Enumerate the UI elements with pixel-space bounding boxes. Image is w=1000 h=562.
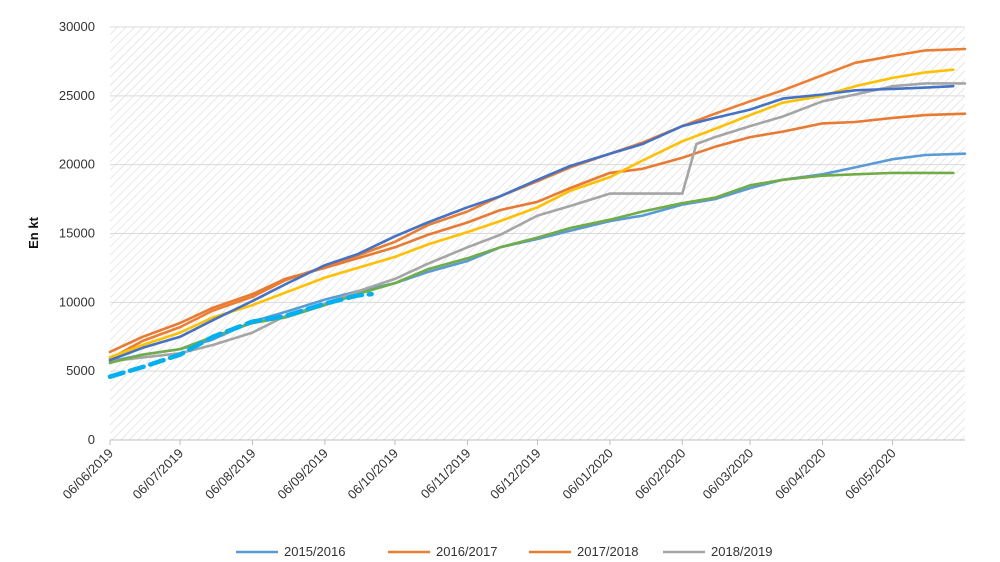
- legend-label: 2017/2018: [577, 544, 638, 559]
- series-line-6: [108, 84, 955, 362]
- x-tick-label: 06/05/2020: [842, 446, 899, 503]
- series-line-8: [107, 291, 374, 379]
- legend: 2015/2016 2016/2017 2017/2018 2018/2019: [236, 544, 772, 559]
- x-tick-label: 06/08/2019: [202, 446, 259, 503]
- x-tick-label: 06/11/2019: [418, 446, 474, 502]
- x-tick-label: 06/09/2019: [274, 446, 331, 503]
- series-layer: [107, 47, 967, 379]
- x-tick-label: 06/02/2020: [632, 446, 689, 503]
- y-tick-label: 10000: [59, 294, 95, 309]
- y-tick-label: 20000: [59, 157, 95, 172]
- y-axis-title: En kt: [26, 216, 41, 248]
- y-tick-label: 0: [88, 432, 95, 447]
- x-tick-labels: 06/06/2019 06/07/2019 06/08/2019 06/09/2019…: [59, 440, 899, 503]
- legend-label: 2018/2019: [711, 544, 772, 559]
- legend-label: 2016/2017: [436, 544, 497, 559]
- x-tick-label: 06/07/2019: [130, 446, 187, 503]
- y-tick-label: 5000: [66, 363, 95, 378]
- x-tick-label: 06/04/2020: [772, 446, 829, 503]
- x-tick-label: 06/12/2019: [487, 446, 544, 503]
- x-tick-label: 06/03/2020: [700, 446, 757, 503]
- series-line-3: [108, 112, 967, 354]
- y-tick-labels: 0 5000 10000 15000 20000 25000 30000: [59, 19, 95, 447]
- x-tick-label: 06/01/2020: [559, 446, 616, 503]
- x-tick-label: 06/10/2019: [344, 446, 401, 503]
- y-tick-label: 25000: [59, 88, 95, 103]
- y-tick-label: 30000: [59, 19, 95, 34]
- y-tick-label: 15000: [59, 226, 95, 241]
- x-tick-label: 06/06/2019: [59, 446, 116, 503]
- series-line-4: [108, 82, 967, 363]
- legend-label: 2015/2016: [284, 544, 345, 559]
